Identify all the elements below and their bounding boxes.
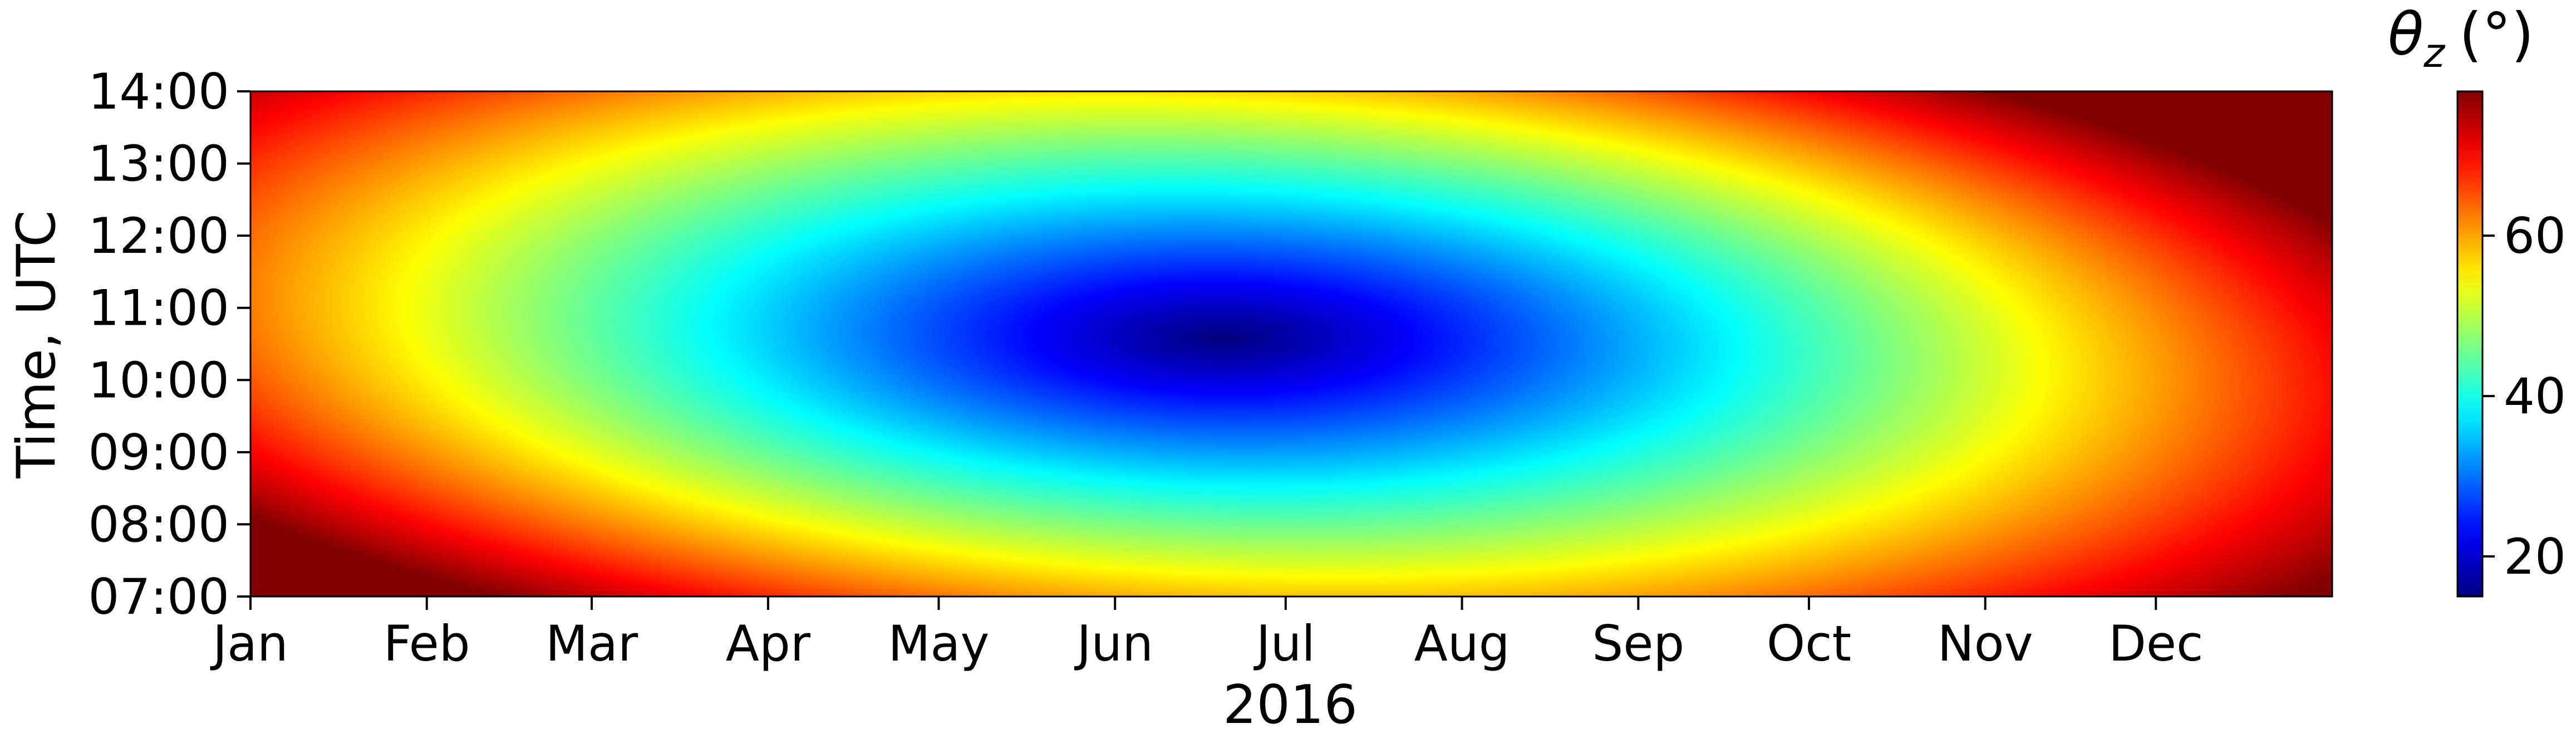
plot-frame: [249, 90, 2333, 598]
colorbar-gradient: [2457, 91, 2482, 597]
x-tick-label: Oct: [1767, 615, 1851, 672]
y-tick-label: 08:00: [88, 496, 229, 553]
colorbar-title-unit: (°): [2459, 1, 2534, 69]
x-tick-label: Jun: [1074, 615, 1153, 672]
colorbar-tick-label: 60: [2504, 207, 2566, 265]
x-axis-label: 2016: [1223, 674, 1358, 736]
y-tick-label: 10:00: [88, 351, 229, 409]
y-tick-label: 07:00: [88, 568, 229, 625]
colorbar-title-subscript: z: [2423, 30, 2446, 76]
colorbar-tick-label: 20: [2504, 528, 2566, 585]
y-axis-label: Time, UTC: [6, 210, 67, 478]
colorbar-frame: [2456, 90, 2484, 598]
colorbar-tick-label: 40: [2504, 368, 2566, 425]
x-tick-label: Jan: [210, 615, 288, 672]
x-tick-label: Feb: [384, 615, 470, 672]
y-tick-label: 09:00: [88, 424, 229, 481]
colorbar-ticks: 20 40 60: [2482, 207, 2566, 585]
heatmap-plot-area: [249, 90, 2333, 598]
y-tick-label: 14:00: [88, 63, 229, 120]
x-axis: Jan Feb Mar Apr May Jun Jul Aug Sep Oct Nov Dec: [210, 597, 2203, 672]
x-tick-label: Aug: [1414, 615, 1510, 672]
colorbar-title-symbol: θ: [2388, 1, 2423, 69]
x-tick-label: Mar: [545, 615, 638, 672]
y-tick-label: 12:00: [88, 207, 229, 265]
heatmap-image: [250, 91, 2332, 597]
y-tick-label: 13:00: [88, 135, 229, 193]
x-tick-label: May: [888, 615, 989, 672]
x-tick-label: Sep: [1592, 615, 1684, 672]
y-tick-label: 11:00: [88, 280, 229, 337]
x-tick-label: Dec: [2108, 615, 2203, 672]
colorbar: 20 40 60 θz (°): [2388, 1, 2566, 598]
colorbar-title: θz (°): [2388, 1, 2534, 76]
x-tick-label: Nov: [1938, 615, 2033, 672]
y-axis: 14:00 13:00 12:00 11:00 10:00 09:00 08:00 07:00: [88, 63, 250, 625]
x-tick-label: Apr: [726, 615, 811, 672]
x-tick-label: Jul: [1253, 615, 1315, 672]
